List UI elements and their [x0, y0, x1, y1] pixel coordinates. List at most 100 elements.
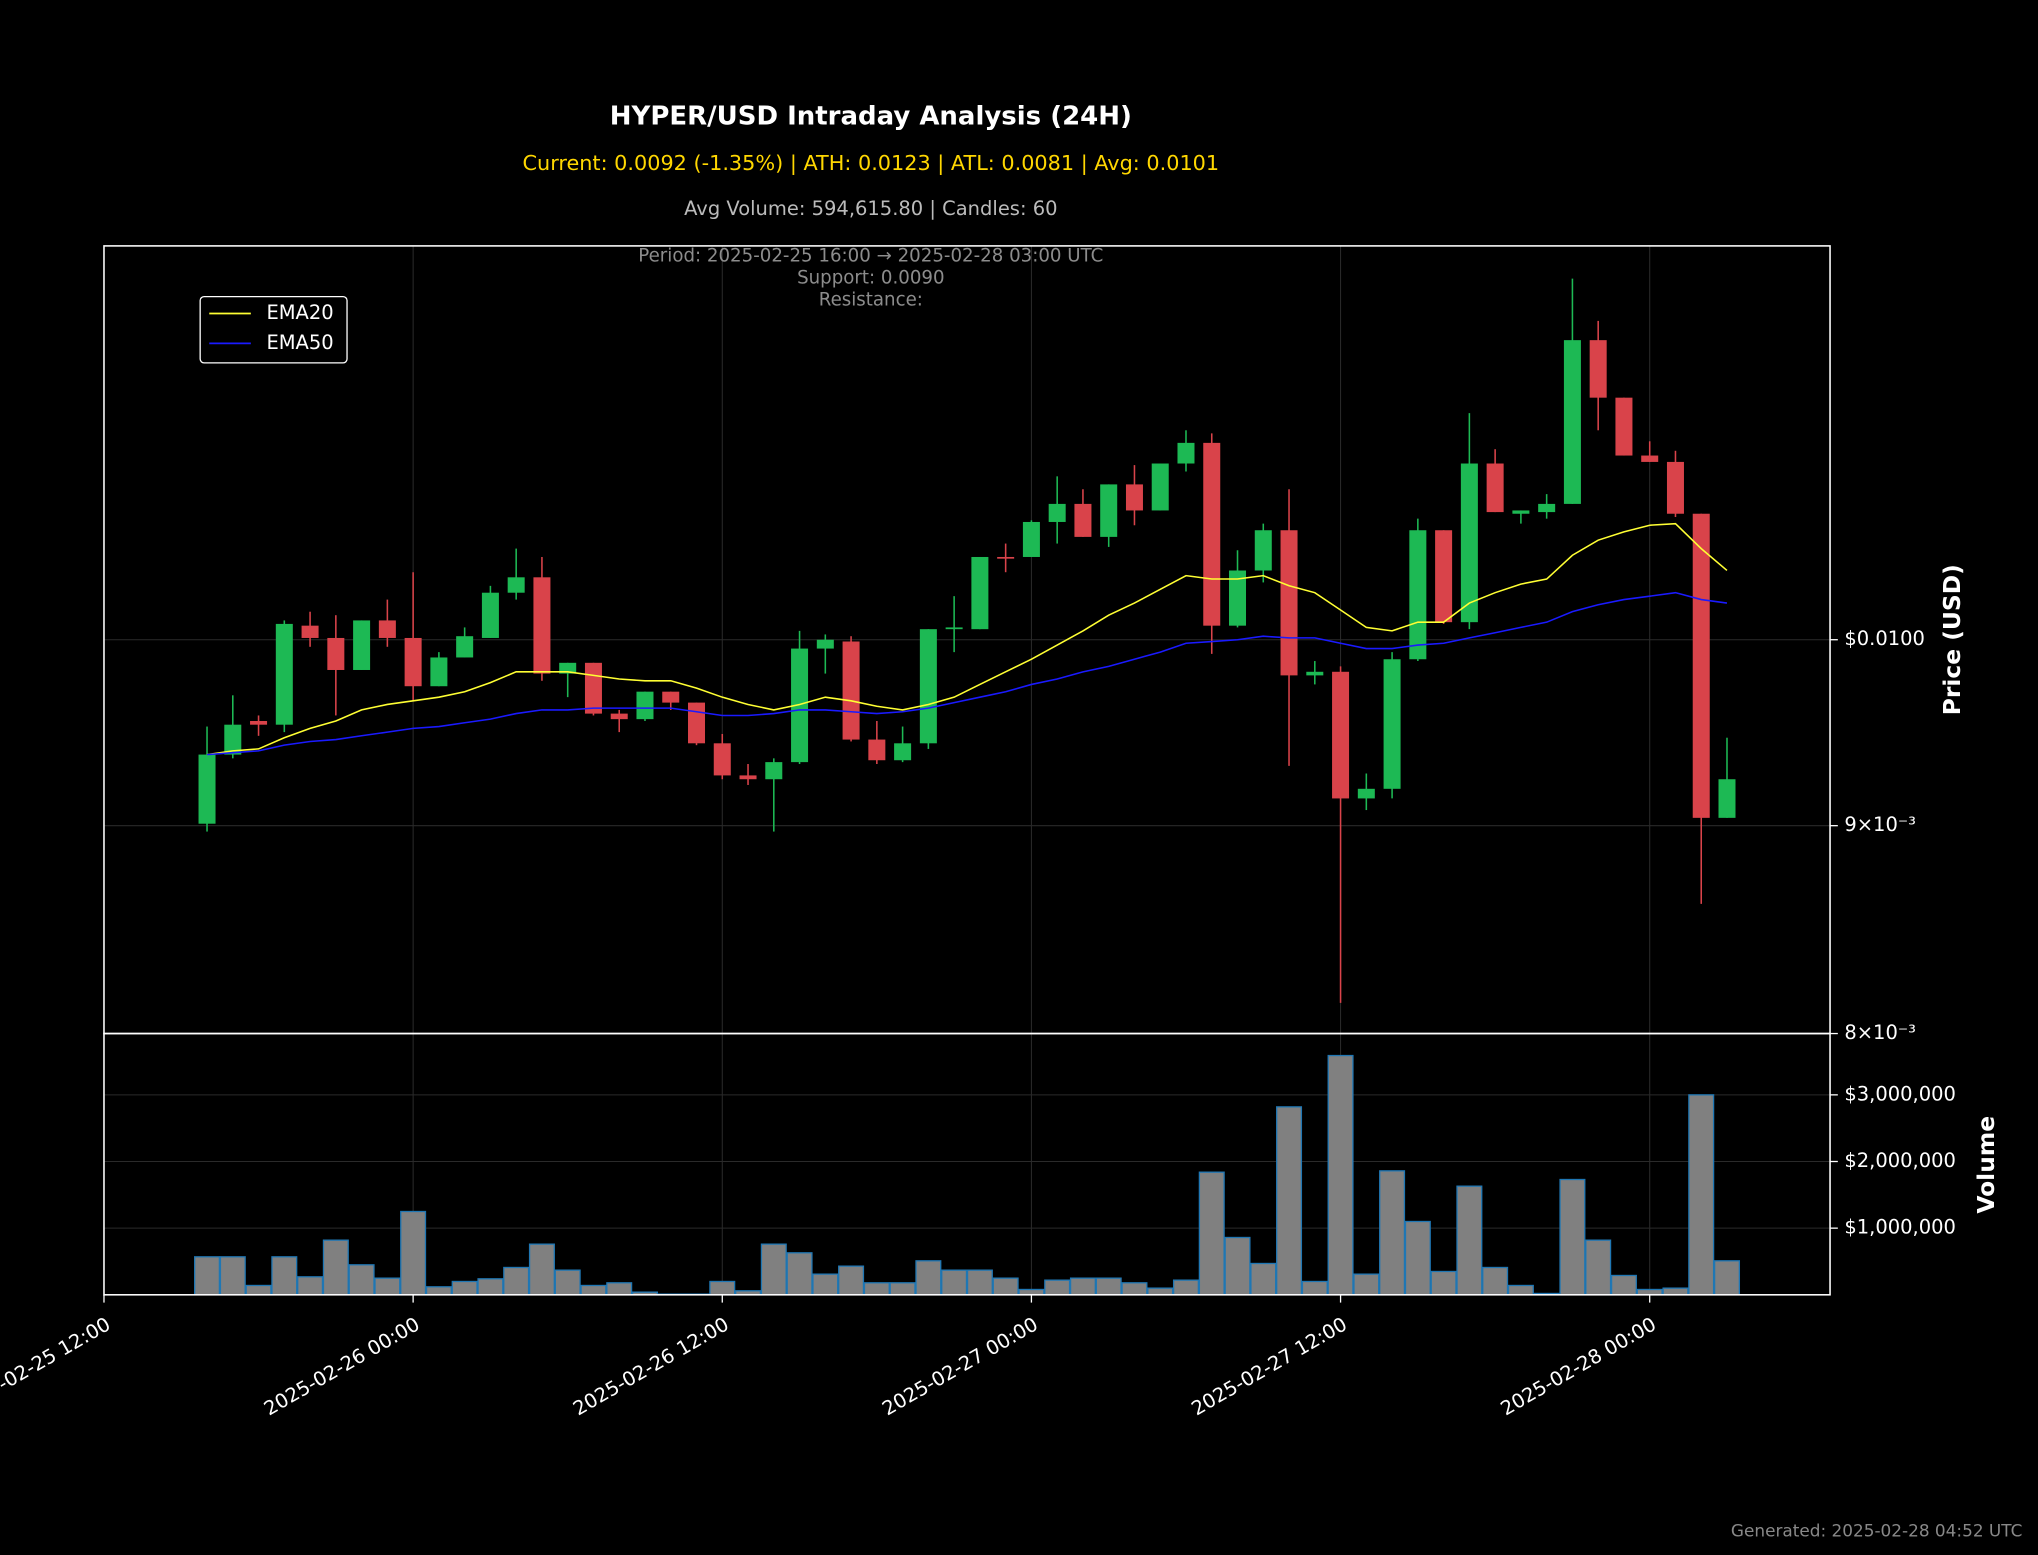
volume-bar — [219, 1256, 246, 1296]
volume-bar — [709, 1280, 736, 1296]
footer: Generated: 2025-02-28 04:52 UTC — [1731, 1520, 2022, 1540]
candle-body — [868, 739, 886, 761]
candle-body — [1486, 463, 1504, 513]
ema-line — [206, 591, 1728, 756]
candle-body — [1151, 463, 1169, 511]
candle-body — [1460, 463, 1478, 623]
volume-bar — [1044, 1279, 1071, 1296]
candle-body — [894, 743, 912, 761]
candle-body — [1125, 484, 1143, 511]
candle-body — [1306, 671, 1324, 676]
volume-bar — [1662, 1287, 1689, 1296]
volume-bar — [812, 1273, 839, 1296]
legend-label: EMA20 — [266, 301, 333, 324]
candle-body — [224, 724, 242, 755]
volume-bar — [760, 1243, 787, 1296]
volume-bar — [194, 1256, 221, 1296]
candle-body — [1383, 659, 1401, 789]
annotation: Period: 2025-02-25 16:00 → 2025-02-28 03… — [638, 245, 1103, 266]
candle-body — [1048, 503, 1066, 522]
candle-body — [1332, 671, 1350, 799]
candle-body — [765, 762, 783, 780]
volume-bar — [1224, 1236, 1251, 1296]
candle-body — [739, 775, 757, 780]
y-axis-label: Price (USD) — [1938, 564, 1966, 715]
volume-bar — [400, 1210, 427, 1296]
volume-bar — [503, 1266, 530, 1296]
volume-bar — [348, 1264, 375, 1296]
candle-body — [688, 702, 706, 744]
candle-body — [842, 641, 860, 740]
candle-body — [636, 691, 654, 720]
volume-bar — [1456, 1185, 1483, 1296]
annotation: Resistance: — [819, 289, 923, 310]
volume-bar — [580, 1284, 607, 1296]
volume-bar — [1688, 1094, 1715, 1296]
candle-body — [1022, 521, 1040, 557]
candle-body — [584, 662, 602, 714]
candle-body — [1177, 442, 1195, 464]
chart-title: HYPER/USD Intraday Analysis (24H) — [610, 102, 1132, 132]
candle-body — [997, 556, 1015, 559]
candle-body — [1563, 340, 1581, 504]
ema-line — [206, 522, 1728, 756]
candle-body — [353, 620, 371, 670]
candle-body — [1357, 788, 1375, 799]
candle-body — [456, 636, 474, 658]
volume-bar — [889, 1282, 916, 1296]
volume-bar — [374, 1277, 401, 1296]
annotation: Support: 0.0090 — [797, 267, 944, 288]
candle-body — [1512, 510, 1530, 514]
y-tick-label: $0.0100 — [1844, 627, 1925, 650]
candle-body — [378, 620, 396, 638]
candle-body — [559, 662, 577, 674]
volume-bar — [1713, 1260, 1741, 1296]
candle-body — [1100, 484, 1118, 537]
volume-bar — [1482, 1266, 1509, 1296]
y-tick-label: 8×10⁻³ — [1844, 1021, 1916, 1044]
candle-body — [1589, 340, 1607, 398]
volume-bar — [863, 1282, 890, 1296]
volume-bar — [1250, 1262, 1277, 1296]
volume-bar — [941, 1269, 968, 1296]
volume-bar — [838, 1265, 865, 1296]
volume-bar — [1559, 1178, 1586, 1296]
candle-body — [1538, 503, 1556, 513]
volume-y-tick-label: $1,000,000 — [1844, 1216, 1956, 1239]
volume-bar — [786, 1252, 813, 1296]
volume-axis-label: Volume — [1972, 1116, 2000, 1214]
volume-bar — [1430, 1270, 1457, 1296]
volume-bar — [1276, 1106, 1303, 1296]
volume-bar — [1585, 1239, 1612, 1296]
volume-bar — [1069, 1277, 1096, 1296]
candle-body — [971, 556, 989, 630]
volume-bar — [1507, 1284, 1534, 1296]
volume-bar — [1353, 1273, 1380, 1296]
volume-bar — [1172, 1279, 1200, 1296]
volume-bar — [554, 1269, 581, 1296]
subtitle-stats: Avg Volume: 594,615.80 | Candles: 60 — [684, 197, 1057, 220]
candle-body — [1229, 570, 1247, 626]
candle-body — [404, 637, 422, 687]
volume-bar — [966, 1269, 993, 1296]
volume-bar — [606, 1282, 633, 1296]
candle-body — [1666, 461, 1684, 514]
candle-body — [1203, 442, 1221, 626]
volume-bar — [1095, 1277, 1122, 1296]
candle-body — [945, 627, 963, 630]
volume-y-tick-label: $2,000,000 — [1844, 1149, 1956, 1172]
volume-bar — [1147, 1287, 1174, 1296]
candle-body — [713, 743, 731, 776]
volume-bar — [451, 1280, 478, 1296]
subtitle: Current: 0.0092 (-1.35%) | ATH: 0.0123 |… — [523, 151, 1220, 176]
candle-body — [301, 625, 319, 638]
volume-bar — [297, 1276, 324, 1296]
candle-body — [533, 577, 551, 674]
volume-bar — [1610, 1274, 1637, 1296]
volume-bar — [245, 1284, 272, 1296]
volume-bar — [1121, 1282, 1148, 1296]
candle-body — [250, 720, 268, 725]
volume-bar — [1301, 1280, 1328, 1296]
